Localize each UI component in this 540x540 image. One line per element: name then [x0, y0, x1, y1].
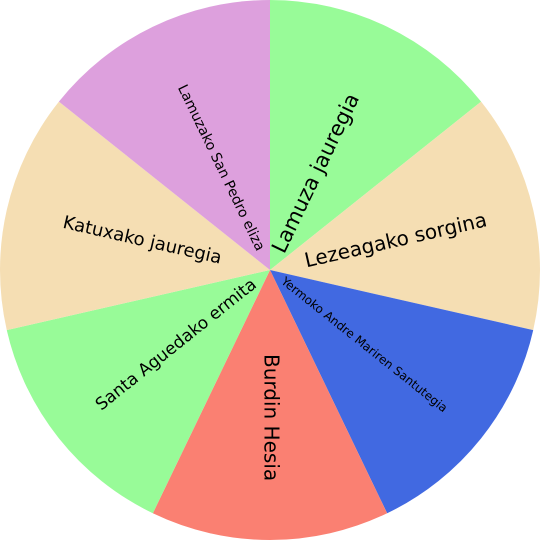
wheel-slice [0, 101, 271, 331]
wheel-slice-label: Burdin Hesia [260, 354, 284, 481]
wheel-slice [270, 101, 540, 331]
wheel-slice [270, 0, 482, 270]
wheel-slice [152, 270, 388, 540]
wheel-slice [270, 270, 534, 514]
wheel-slice [58, 0, 270, 270]
wheel-slice [6, 270, 271, 514]
